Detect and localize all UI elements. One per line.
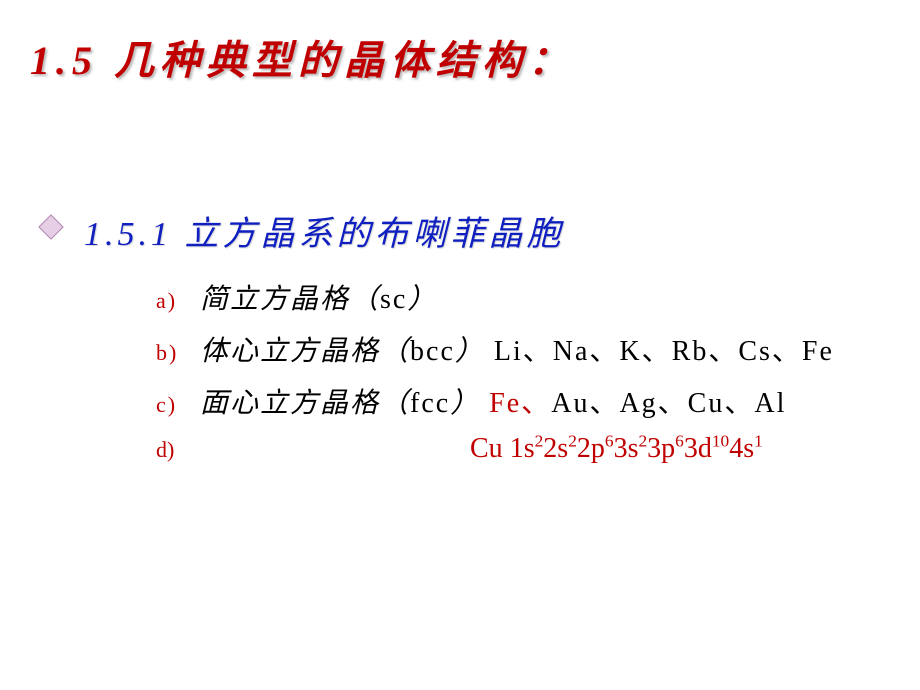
item-text: 体心立方晶格（bcc） Li、Na、K、Rb、Cs、Fe [200, 329, 834, 369]
item-marker: c) [156, 392, 200, 418]
item-marker: b) [156, 340, 200, 366]
list-item: a) 简立方晶格（sc） [156, 277, 890, 317]
subtitle: 1.5.1 立方晶系的布喇菲晶胞 [84, 206, 565, 255]
item-text: 面心立方晶格（fcc） Fe、Au、Ag、Cu、Al [200, 381, 786, 421]
item-list: a) 简立方晶格（sc） b) 体心立方晶格（bcc） Li、Na、K、Rb、C… [156, 277, 890, 465]
item-text: 简立方晶格（sc） [200, 277, 437, 317]
list-item: c) 面心立方晶格（fcc） Fe、Au、Ag、Cu、Al [156, 381, 890, 421]
electron-config: Cu 1s22s22p63s23p63d104s1 [470, 433, 763, 465]
item-marker: d) [156, 437, 200, 463]
item-marker: a) [156, 288, 200, 314]
list-item: d) Cu 1s22s22p63s23p63d104s1 [156, 433, 890, 465]
subtitle-row: 1.5.1 立方晶系的布喇菲晶胞 [42, 206, 890, 255]
slide-title: 1.5 几种典型的晶体结构： [30, 28, 890, 86]
slide-container: 1.5 几种典型的晶体结构： 1.5.1 立方晶系的布喇菲晶胞 a) 简立方晶格… [0, 0, 920, 465]
list-item: b) 体心立方晶格（bcc） Li、Na、K、Rb、Cs、Fe [156, 329, 890, 369]
diamond-bullet-icon [38, 214, 63, 239]
